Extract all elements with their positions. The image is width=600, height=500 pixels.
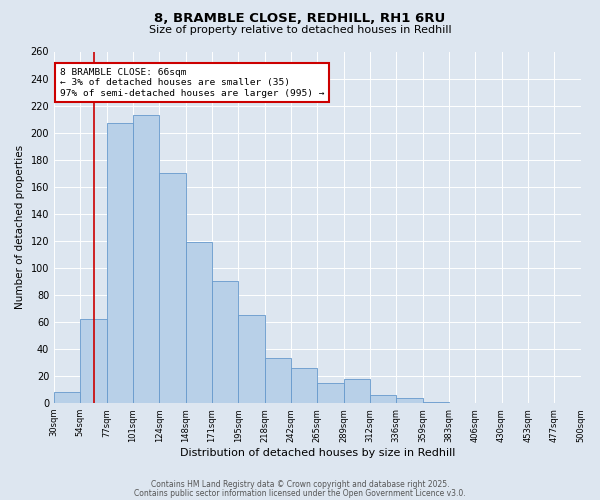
Bar	[80, 319, 107, 403]
Bar	[107, 123, 133, 403]
Bar	[370, 395, 396, 403]
Text: Contains public sector information licensed under the Open Government Licence v3: Contains public sector information licen…	[134, 488, 466, 498]
Bar	[54, 392, 80, 403]
Bar	[265, 358, 291, 403]
Bar	[238, 315, 265, 403]
Text: Contains HM Land Registry data © Crown copyright and database right 2025.: Contains HM Land Registry data © Crown c…	[151, 480, 449, 489]
Bar	[396, 398, 422, 403]
Bar	[291, 368, 317, 403]
Text: 8 BRAMBLE CLOSE: 66sqm
← 3% of detached houses are smaller (35)
97% of semi-deta: 8 BRAMBLE CLOSE: 66sqm ← 3% of detached …	[60, 68, 325, 98]
Bar	[133, 115, 160, 403]
Bar	[422, 402, 449, 403]
Text: Size of property relative to detached houses in Redhill: Size of property relative to detached ho…	[149, 25, 451, 35]
Bar	[344, 378, 370, 403]
Y-axis label: Number of detached properties: Number of detached properties	[15, 145, 25, 310]
Text: 8, BRAMBLE CLOSE, REDHILL, RH1 6RU: 8, BRAMBLE CLOSE, REDHILL, RH1 6RU	[154, 12, 446, 26]
Bar	[317, 383, 344, 403]
X-axis label: Distribution of detached houses by size in Redhill: Distribution of detached houses by size …	[179, 448, 455, 458]
Bar	[160, 173, 185, 403]
Bar	[212, 282, 238, 403]
Bar	[185, 242, 212, 403]
